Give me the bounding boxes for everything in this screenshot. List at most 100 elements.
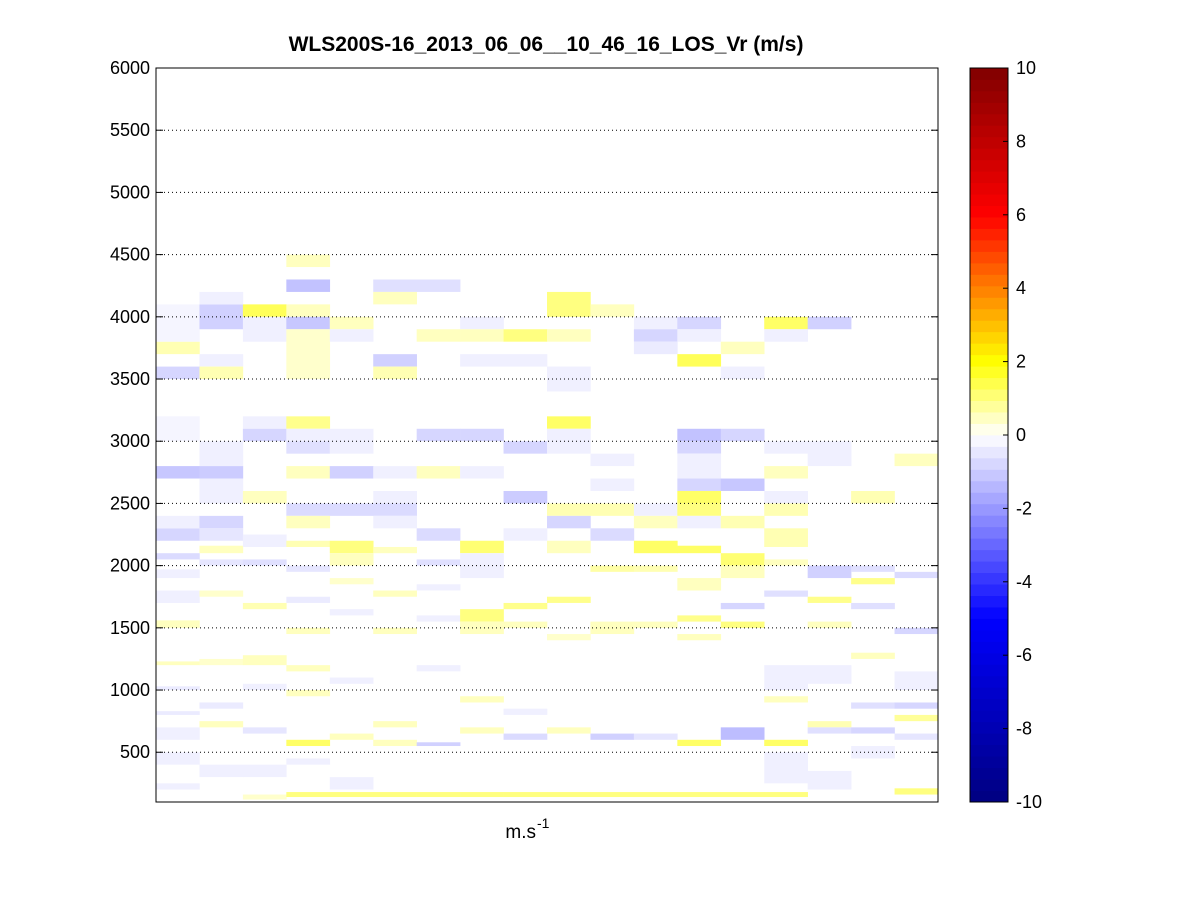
colorbar-swatch [970, 756, 1008, 768]
heatmap-cell [590, 528, 635, 541]
heatmap-cell [590, 304, 635, 317]
heatmap-cell [199, 354, 244, 367]
heatmap-cell [590, 565, 635, 572]
heatmap-cell [633, 565, 678, 572]
colorbar-swatch [970, 526, 1008, 539]
heatmap-cell [286, 758, 331, 765]
heatmap-cell [286, 503, 331, 516]
heatmap-cell [547, 291, 591, 317]
heatmap-cell [329, 540, 374, 554]
colorbar-tick-label: 8 [1016, 131, 1026, 151]
heatmap-cell [329, 578, 374, 585]
heatmap-cell [503, 354, 548, 367]
heatmap-cell [329, 428, 374, 454]
heatmap-cell [720, 366, 765, 380]
heatmap-cell [416, 329, 461, 342]
heatmap-cells [156, 254, 939, 800]
x-axis-label: m.s [505, 822, 536, 843]
heatmap-cell [286, 690, 331, 697]
heatmap-cell [764, 490, 808, 504]
colorbar-swatch [970, 182, 1008, 195]
heatmap-cell [851, 602, 895, 610]
heatmap-cell [807, 770, 852, 790]
heatmap-cell [199, 366, 244, 380]
heatmap-cell [242, 764, 287, 778]
heatmap-cell [503, 490, 548, 504]
heatmap-cell [851, 652, 895, 659]
heatmap-cell [416, 584, 461, 591]
heatmap-cell [329, 609, 374, 616]
heatmap-cell [286, 540, 331, 547]
y-tick-label: 500 [120, 742, 150, 762]
heatmap-cell [677, 490, 722, 504]
heatmap-cell [286, 515, 331, 529]
heatmap-cell [677, 545, 722, 554]
heatmap-cell [764, 739, 808, 747]
heatmap-cell [416, 792, 461, 798]
heatmap-cell [677, 478, 722, 491]
colorbar-tick-label: 4 [1016, 278, 1026, 298]
heatmap-cell [286, 665, 331, 672]
heatmap-cell [460, 609, 504, 622]
heatmap-cell [286, 441, 331, 454]
heatmap-cell [373, 721, 417, 728]
heatmap-cell [547, 596, 591, 603]
y-tick-label: 4500 [110, 245, 150, 265]
heatmap-cell [156, 620, 200, 628]
y-tick-label: 4000 [110, 307, 150, 327]
heatmap-cell [416, 279, 461, 292]
heatmap-cell [242, 794, 287, 800]
heatmap-cell [503, 733, 548, 740]
heatmap-cell [460, 553, 504, 579]
heatmap-cell [242, 655, 287, 666]
heatmap-cell [503, 528, 548, 541]
heatmap-cell [329, 792, 374, 798]
colorbar-swatch [970, 779, 1008, 791]
y-tick-label: 2500 [110, 493, 150, 513]
colorbar-swatch [970, 503, 1008, 516]
colorbar-tick-label: 0 [1016, 425, 1026, 445]
heatmap-cell [286, 739, 331, 747]
heatmap-cell [242, 727, 287, 734]
heatmap-cell [199, 658, 244, 666]
heatmap-cell [329, 329, 374, 342]
heatmap-cell [242, 534, 287, 547]
heatmap-cell [807, 621, 852, 628]
heatmap-cell [807, 721, 852, 728]
heatmap-cell [242, 416, 287, 429]
heatmap-cell [503, 329, 548, 342]
colorbar-tick-label: 6 [1016, 205, 1026, 225]
colorbar-swatch [970, 790, 1008, 803]
y-axis: 500 1000 1500 2000 2500 3000 3500 4000 4500 5000 5… [110, 58, 938, 762]
colorbar-swatch [970, 251, 1008, 264]
heatmap-cell [242, 683, 287, 691]
heatmap-cell [894, 788, 939, 795]
heatmap-cell [764, 316, 808, 330]
colorbar-swatch [970, 492, 1008, 505]
heatmap-cell [156, 752, 200, 765]
plot-frame [155, 67, 939, 803]
heatmap-cell [416, 615, 461, 622]
heatmap-cell [633, 515, 678, 529]
heatmap-cell [547, 329, 591, 342]
heatmap-cell [286, 466, 331, 479]
heatmap-cell [807, 727, 852, 734]
colorbar-swatch [970, 297, 1008, 310]
heatmap-cell [460, 428, 504, 442]
heatmap-cell [199, 466, 244, 479]
colorbar-swatch [970, 618, 1008, 631]
colorbar-swatch [970, 641, 1008, 654]
heatmap-cell [894, 671, 939, 691]
colorbar-tick-label: -4 [1016, 572, 1032, 592]
heatmap-cell [894, 733, 939, 740]
plot-area: 500 1000 1500 2000 2500 3000 3500 4000 4500 5000 5… [110, 58, 939, 803]
heatmap-cell [199, 304, 244, 330]
colorbar-swatch [970, 262, 1008, 275]
heatmap-cell [286, 254, 331, 268]
heatmap-cell [633, 792, 678, 798]
heatmap-cell [677, 515, 722, 529]
heatmap-cell [720, 515, 765, 529]
heatmap-cell [199, 545, 244, 554]
heatmap-cell [764, 559, 808, 566]
